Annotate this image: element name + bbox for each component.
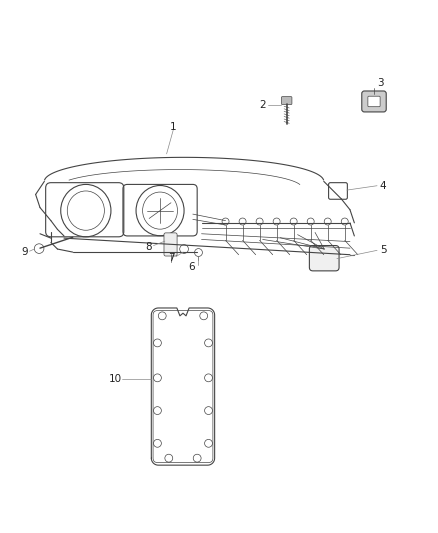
Text: 8: 8 — [145, 242, 152, 252]
Text: 7: 7 — [169, 253, 175, 263]
Text: 6: 6 — [188, 262, 195, 271]
Text: 2: 2 — [259, 100, 266, 110]
FancyBboxPatch shape — [164, 233, 177, 256]
Text: 10: 10 — [109, 374, 122, 384]
FancyBboxPatch shape — [362, 91, 386, 112]
Text: 4: 4 — [379, 181, 386, 191]
Text: 5: 5 — [380, 245, 387, 255]
Text: 3: 3 — [377, 78, 384, 88]
Text: 9: 9 — [21, 247, 28, 257]
Text: 1: 1 — [170, 122, 177, 132]
FancyBboxPatch shape — [368, 96, 380, 107]
FancyBboxPatch shape — [309, 246, 339, 271]
FancyBboxPatch shape — [282, 96, 292, 104]
